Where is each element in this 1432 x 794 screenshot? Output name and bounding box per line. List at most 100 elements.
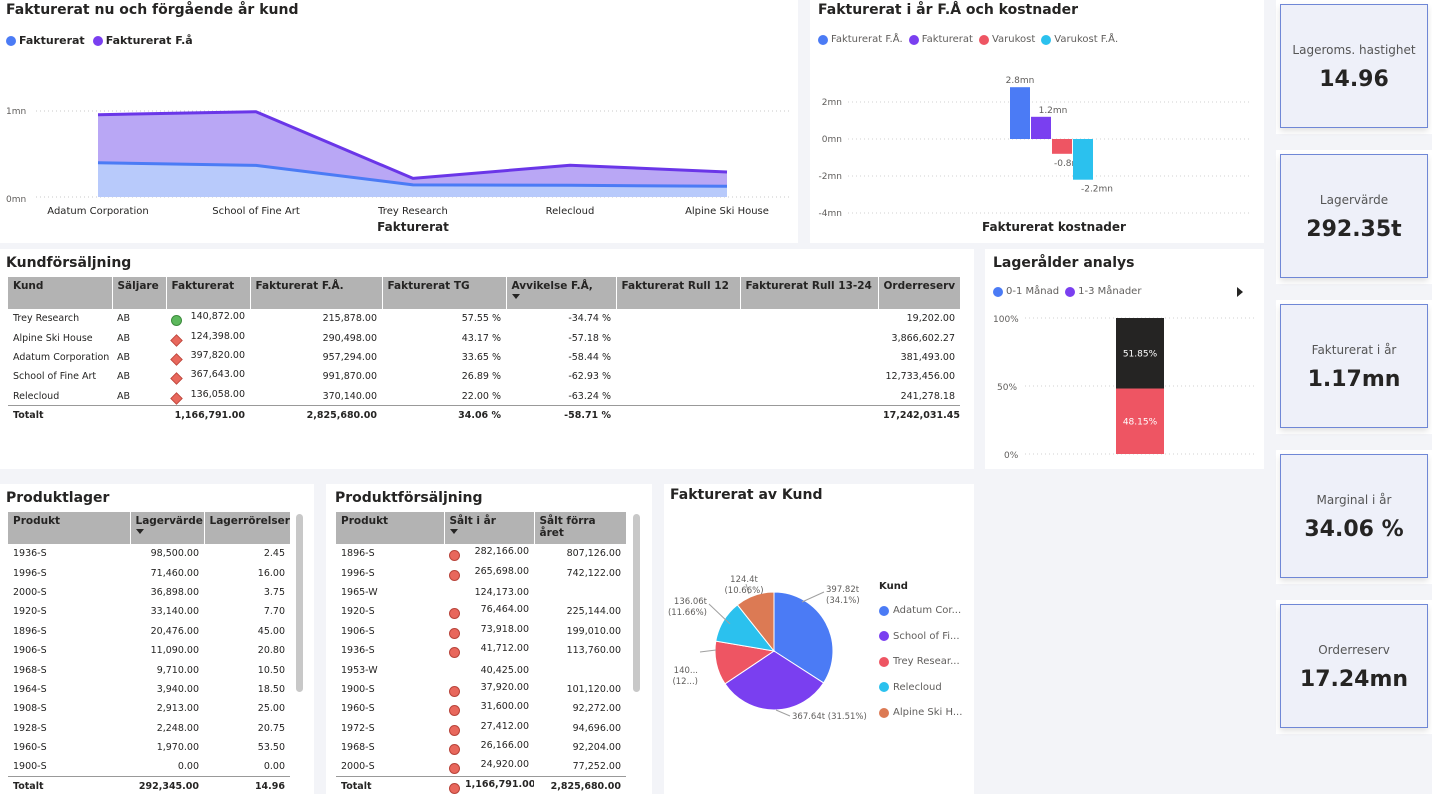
table-row[interactable]: 1953-W 40,425.00 (336, 660, 626, 679)
col-produkt[interactable]: Produkt (336, 512, 445, 544)
table-row[interactable]: 1900-S 0.00 0.00 (8, 757, 290, 776)
table-row[interactable]: 2000-S 36,898.00 3.75 (8, 583, 290, 602)
col-fakturerat-fa[interactable]: Fakturerat F.Å. (250, 277, 383, 309)
table-row[interactable]: 1996-S 71,460.00 16.00 (8, 563, 290, 582)
table-row[interactable]: 1908-S 2,913.00 25.00 (8, 699, 290, 718)
age-chart-legend: 0-1 Månad 1-3 Månader (993, 286, 1141, 297)
col-lagervarde[interactable]: Lagervärde (130, 512, 205, 544)
cell-lagerv-rde: 0.00 (177, 761, 199, 773)
table-row[interactable]: 1964-S 3,940.00 18.50 (8, 680, 290, 699)
col-rull-12[interactable]: Fakturerat Rull 12 (616, 277, 741, 309)
cell-order: 381,493.00 (900, 351, 955, 363)
table-row[interactable]: Relecloud AB 136,058.00 370,140.00 22.00 % -6… (8, 387, 960, 406)
col-fakturerat[interactable]: Fakturerat (166, 277, 251, 309)
y-tick: -4mn (819, 209, 842, 219)
legend-item-varukost-fa[interactable]: Varukost F.Å. (1041, 34, 1118, 45)
legend-item-fakturerat-fa[interactable]: Fakturerat F.å (92, 34, 193, 47)
col-rull-13-24[interactable]: Fakturerat Rull 13-24 (740, 277, 879, 309)
table-row[interactable]: 1928-S 2,248.00 20.75 (8, 719, 290, 738)
legend-item-fakturerat[interactable]: Fakturerat (6, 34, 85, 47)
table-row[interactable]: 1920-S 33,140.00 7.70 (8, 602, 290, 621)
pie-legend-item-relecloud[interactable]: Relecloud (879, 675, 962, 701)
bar-fakturerat[interactable] (1031, 116, 1051, 139)
col-salt-i-ar[interactable]: Sålt i år (444, 512, 535, 544)
col-kund[interactable]: Kund (8, 277, 113, 309)
table-row[interactable]: 1960-S 1,970.00 53.50 (8, 738, 290, 757)
col-saljare[interactable]: Säljare (112, 277, 167, 309)
cell-produkt: 1896-S (13, 625, 47, 637)
cell-a: 24,920.00 (444, 757, 534, 776)
bar-chart: 2mn 0mn -2mn -4mn 2.8mn 1.2mn -0.8mn -2.2mn Fa… (819, 76, 1252, 234)
cell-fa: 370,140.00 (322, 390, 377, 402)
bar-fakturerat-f[interactable] (1010, 87, 1030, 139)
legend-item-varukost[interactable]: Varukost (978, 34, 1035, 45)
pie-legend-item-adatum-cor[interactable]: Adatum Cor... (879, 598, 962, 624)
cell-lagerv-rde: 98,500.00 (150, 548, 199, 560)
col-avvikelse[interactable]: Avvikelse F.Å, (506, 277, 617, 309)
bar-varukost-f[interactable] (1073, 139, 1093, 180)
sort-desc-icon (511, 294, 520, 299)
pie-slice-school-of-fi[interactable] (724, 650, 825, 711)
bar-varukost[interactable] (1052, 139, 1072, 154)
lager-scrollbar[interactable] (296, 514, 303, 692)
kpi-card-marginal-i-r[interactable]: Marginal i år 34.06 % (1280, 454, 1428, 578)
table-row[interactable]: 1896-S 20,476.00 45.00 (8, 622, 290, 641)
cell-b: 742,122.00 (566, 567, 621, 579)
table-row[interactable]: 1996-S 265,698.00 742,122.00 (336, 563, 626, 582)
legend-item-fakturerat[interactable]: Fakturerat (908, 34, 973, 45)
pie-label-school-of-fi: 367.64t (31.51%) (792, 712, 867, 722)
table-row[interactable]: 1906-S 11,090.00 20.80 (8, 641, 290, 660)
table-row[interactable]: 2000-S 24,920.00 77,252.00 (336, 757, 626, 776)
pie-leader-line (745, 583, 750, 595)
table-row[interactable]: 1896-S 282,166.00 807,126.00 (336, 544, 626, 563)
pie-legend-item-trey-resear[interactable]: Trey Resear... (879, 649, 962, 675)
table-row[interactable]: Adatum Corporation AB 397,820.00 957,294.00… (8, 348, 960, 367)
kpi-card-lagerv-rde[interactable]: Lagervärde 292.35t (1280, 154, 1428, 278)
cell-order: 19,202.00 (906, 313, 955, 325)
kpi-card-fakturerat-i-r[interactable]: Fakturerat i år 1.17mn (1280, 304, 1428, 428)
pie-legend-item-alpine-ski-h[interactable]: Alpine Ski H... (879, 700, 962, 726)
table-row[interactable]: 1965-W 124,173.00 (336, 583, 626, 602)
table-row[interactable]: 1968-S 26,166.00 92,204.00 (336, 738, 626, 757)
kpi-card-orderreserv[interactable]: Orderreserv 17.24mn (1280, 604, 1428, 728)
kpi-card-lageroms-hastighet[interactable]: Lageroms. hastighet 14.96 (1280, 4, 1428, 128)
bar-chart-legend: Fakturerat F.Å. Fakturerat Varukost Varu… (818, 34, 1118, 45)
pie-slice-alpine-ski-h[interactable] (736, 591, 775, 653)
cell-fa: 215,878.00 (322, 313, 377, 325)
cell-tg: 26.89 % (461, 371, 501, 383)
table-row[interactable]: 1906-S 73,918.00 199,010.00 (336, 622, 626, 641)
table-row[interactable]: 1960-S 31,600.00 92,272.00 (336, 699, 626, 718)
legend-item-1-3-manader[interactable]: 1-3 Månader (1065, 286, 1141, 297)
table-row[interactable]: 1920-S 76,464.00 225,144.00 (336, 602, 626, 621)
table-row[interactable]: 1936-S 41,712.00 113,760.00 (336, 641, 626, 660)
legend-next-icon[interactable] (1235, 286, 1245, 298)
cell-r12 (616, 328, 740, 347)
cell-r24 (740, 328, 878, 347)
bar-chart-title: Fakturerat i år F.Å och kostnader (818, 2, 1079, 18)
col-salt-forra-aret[interactable]: Sålt förra året (534, 512, 627, 544)
age-bar-0-1-manad[interactable] (1116, 388, 1164, 454)
table-row[interactable]: School of Fine Art AB 367,643.00 991,870.00… (8, 367, 960, 386)
cell-lagerr-relser: 3.75 (263, 586, 285, 598)
area-chart-panel: Fakturerat nu och förgående år kund Fakt… (0, 0, 798, 243)
prodsale-scrollbar[interactable] (633, 514, 640, 692)
pie-legend-item-school-of-fi[interactable]: School of Fi... (879, 624, 962, 650)
cell-avv: -34.74 % (568, 313, 611, 325)
col-orderreserv[interactable]: Orderreserv (878, 277, 961, 309)
status-red-circle-icon (449, 763, 460, 775)
table-row[interactable]: 1968-S 9,710.00 10.50 (8, 660, 290, 679)
age-bar-1-3-manader[interactable] (1116, 318, 1164, 389)
kpi-label: Fakturerat i år (1311, 343, 1397, 357)
col-fakturerat-tg[interactable]: Fakturerat TG (382, 277, 507, 309)
table-row[interactable]: Trey Research AB 140,872.00 215,878.00 57.55… (8, 309, 960, 328)
legend-item-fakturerat-fa[interactable]: Fakturerat F.Å. (818, 34, 903, 45)
table-row[interactable]: 1972-S 27,412.00 94,696.00 (336, 719, 626, 738)
cell-p: 1896-S (341, 548, 375, 560)
table-row[interactable]: 1936-S 98,500.00 2.45 (8, 544, 290, 563)
col-lagerrorelser[interactable]: Lagerrörelser (204, 512, 291, 544)
y-tick: 0mn (822, 135, 842, 145)
table-row[interactable]: Alpine Ski House AB 124,398.00 290,498.00 43… (8, 328, 960, 347)
col-produkt[interactable]: Produkt (8, 512, 131, 544)
table-row[interactable]: 1900-S 37,920.00 101,120.00 (336, 680, 626, 699)
legend-item-0-1-manad[interactable]: 0-1 Månad (993, 286, 1059, 297)
